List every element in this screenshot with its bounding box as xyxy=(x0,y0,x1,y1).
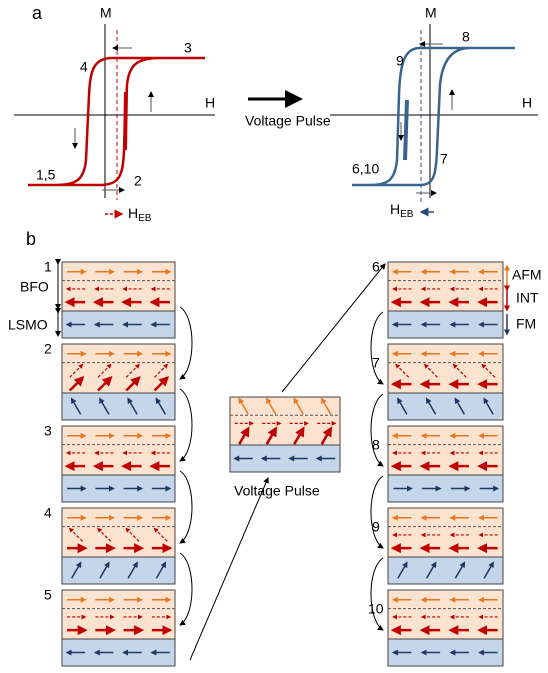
point-label: 8 xyxy=(462,29,470,45)
heb-sub: EB xyxy=(138,213,152,224)
right-loop: M H 8 9 6,10 7 HEB xyxy=(330,5,538,220)
layer-label: BFO xyxy=(20,279,49,295)
bfo-layer xyxy=(388,426,503,475)
axis-label: M xyxy=(425,5,437,21)
bfo-layer xyxy=(62,426,175,475)
bfo-layer xyxy=(230,397,340,445)
step-arrow xyxy=(371,312,383,384)
step-arrow xyxy=(371,558,383,630)
state-label: 2 xyxy=(44,341,52,357)
point-label: 3 xyxy=(184,40,192,56)
heb-sub: EB xyxy=(400,209,414,220)
step-arrow xyxy=(180,553,192,625)
panel-label: b xyxy=(26,229,36,249)
loop-segment xyxy=(125,92,126,150)
state-label: 10 xyxy=(368,601,384,617)
heb-main: H xyxy=(390,201,400,217)
axis-label: H xyxy=(522,95,532,111)
bfo-layer xyxy=(62,590,175,639)
transition-arrow xyxy=(282,264,385,392)
bfo-layer xyxy=(388,262,503,311)
pulse-label: Voltage Pulse xyxy=(234,483,320,499)
heb-main: H xyxy=(128,205,138,221)
loop-segment xyxy=(405,100,407,160)
state-label: 6 xyxy=(372,259,380,275)
transition-arrow xyxy=(190,478,268,660)
figure: a M H 3 4 1,5 2 HEB Voltage Pulse M H 8 … xyxy=(0,0,548,673)
layer-label: INT xyxy=(516,290,539,306)
pulse-label: Voltage Pulse xyxy=(245,113,331,129)
point-label: 6,10 xyxy=(352,161,379,177)
lsmo-layer xyxy=(388,393,503,420)
lsmo-layer xyxy=(62,393,175,420)
state-label: 1 xyxy=(44,259,52,275)
state-label: 9 xyxy=(372,519,380,535)
state-label: 4 xyxy=(44,505,52,521)
state-label: 8 xyxy=(372,437,380,453)
point-label: 1,5 xyxy=(36,167,56,183)
step-arrow xyxy=(180,389,192,461)
step-arrow xyxy=(180,471,192,543)
state-label: 3 xyxy=(44,423,52,439)
step-arrow xyxy=(371,394,383,466)
left-loop: M H 3 4 1,5 2 HEB xyxy=(14,5,215,224)
bfo-layer xyxy=(62,262,175,311)
bfo-layer xyxy=(388,508,503,557)
lsmo-layer xyxy=(388,557,503,584)
layer-label: LSMO xyxy=(8,317,48,333)
axis-label: H xyxy=(205,95,215,111)
point-label: 7 xyxy=(440,151,448,167)
step-arrow xyxy=(371,476,383,548)
heb-label: HEB xyxy=(390,201,414,220)
step-arrow xyxy=(180,307,192,379)
layer-label: FM xyxy=(516,316,536,332)
state-label: 7 xyxy=(372,355,380,371)
point-label: 2 xyxy=(134,173,142,189)
state-label: 5 xyxy=(44,587,52,603)
axis-label: M xyxy=(100,5,112,21)
panel-label: a xyxy=(32,3,43,23)
lsmo-layer xyxy=(62,557,175,584)
bfo-layer xyxy=(388,590,503,639)
heb-label: HEB xyxy=(128,205,152,224)
point-label: 4 xyxy=(80,59,88,75)
point-label: 9 xyxy=(396,53,404,69)
layer-label: AFM xyxy=(512,267,542,283)
